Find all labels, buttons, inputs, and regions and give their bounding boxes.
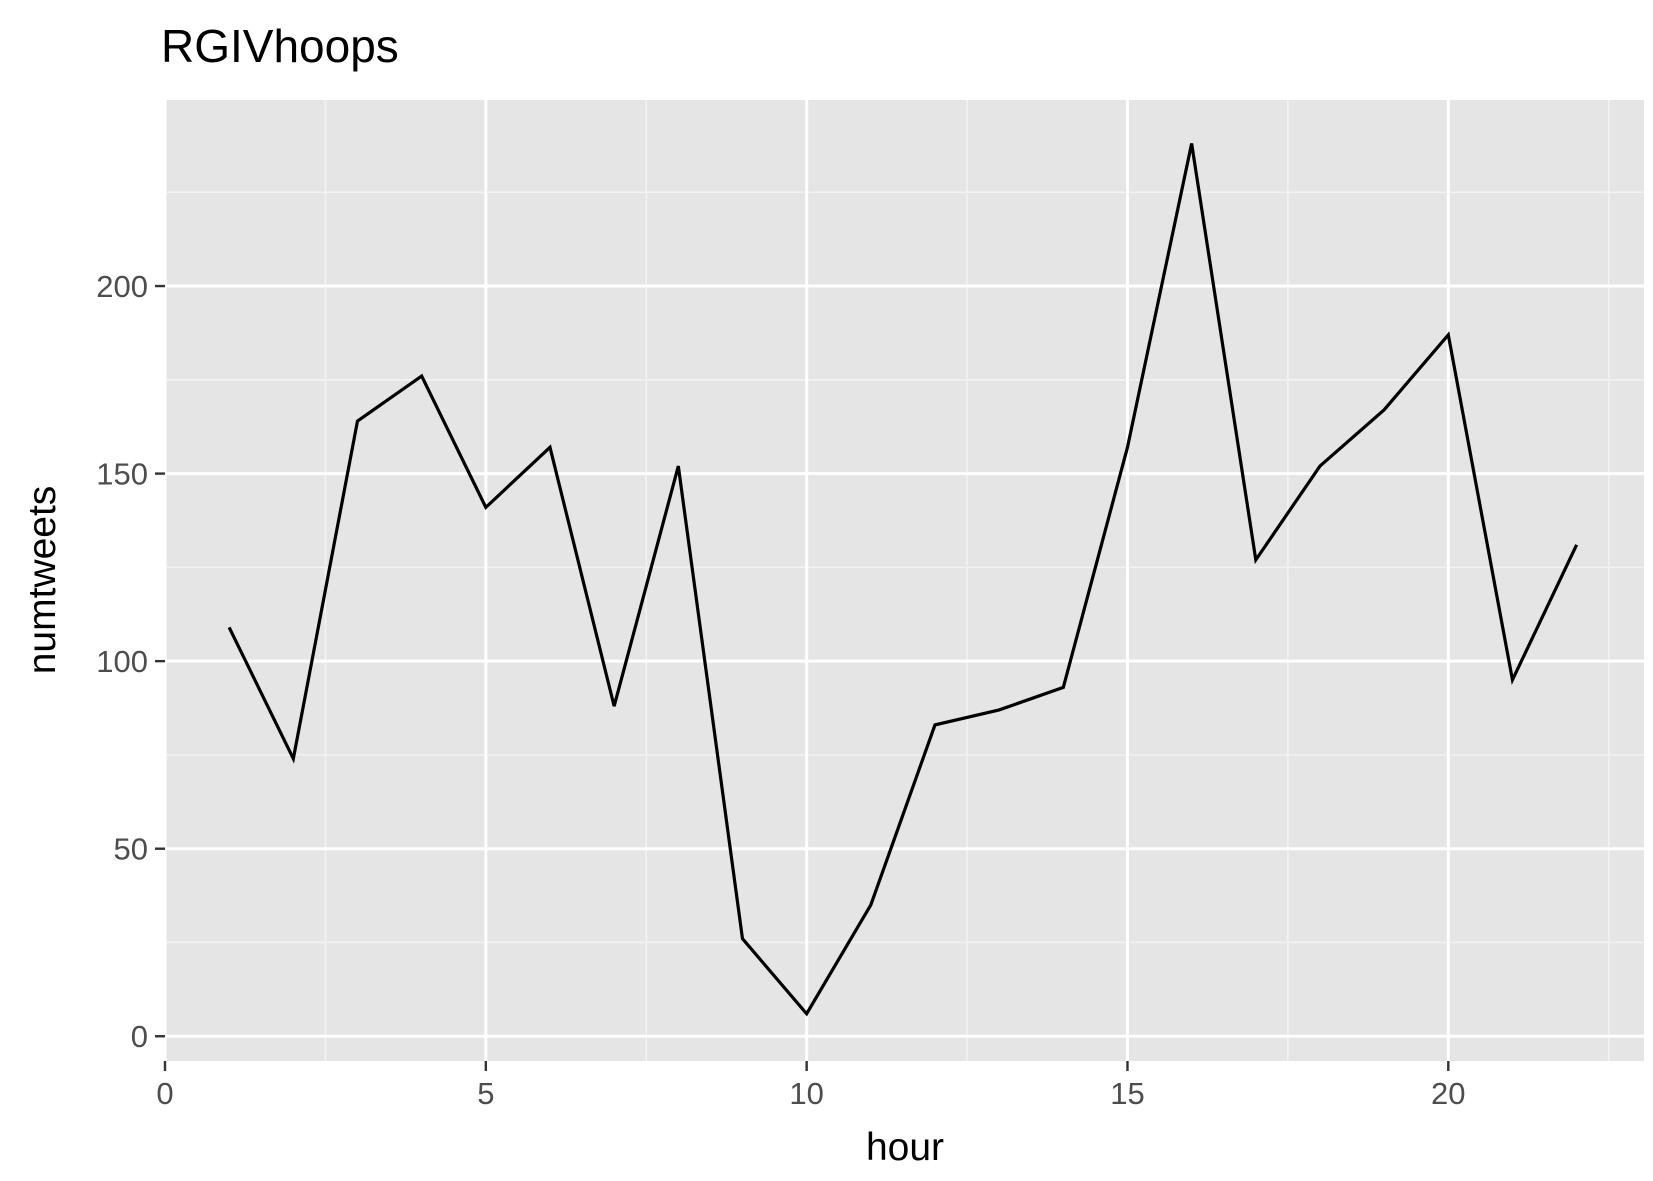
x-tick-label: 15 [1110, 1076, 1144, 1111]
x-tick-label: 0 [156, 1076, 173, 1111]
major-gridlines [163, 100, 1644, 1061]
y-tick-label: 100 [96, 644, 148, 679]
x-axis: 0 5 10 15 20 [156, 1061, 1466, 1111]
y-tick-label: 150 [96, 457, 148, 492]
x-tick-label: 10 [789, 1076, 823, 1111]
x-tick-label: 5 [477, 1076, 494, 1111]
y-tick-label: 50 [114, 832, 148, 867]
y-axis-title: numtweets [21, 486, 64, 675]
x-axis-title: hour [866, 1126, 944, 1169]
y-axis: 0 50 100 150 200 [96, 269, 165, 1054]
y-tick-label: 0 [131, 1019, 148, 1054]
plot-panel [165, 100, 1644, 1061]
minor-gridlines [165, 100, 1644, 1061]
chart-title: RGIVhoops [161, 20, 399, 72]
y-tick-label: 200 [96, 269, 148, 304]
x-tick-label: 20 [1431, 1076, 1465, 1111]
series-line [227, 143, 1579, 1017]
series-layer [227, 143, 1579, 1017]
